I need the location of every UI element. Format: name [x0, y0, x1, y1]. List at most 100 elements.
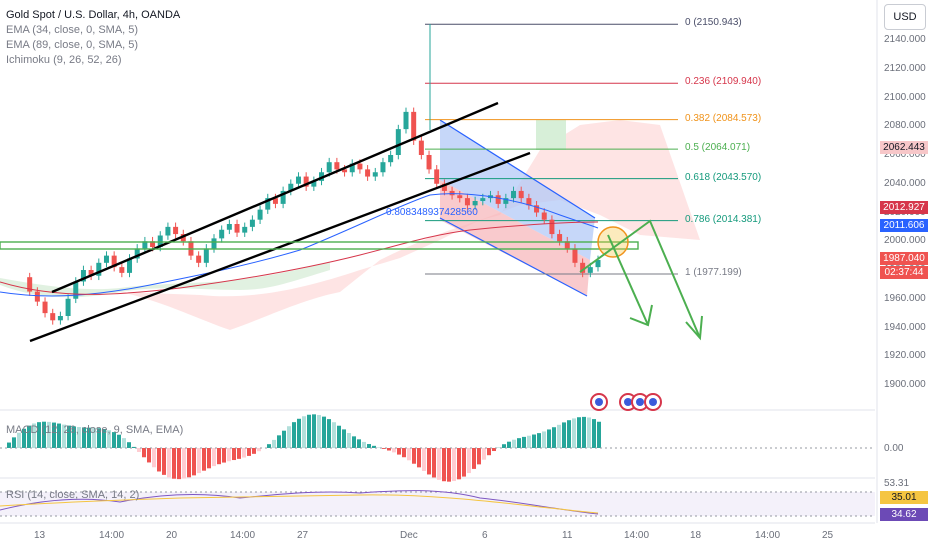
indicator-ema89[interactable]: EMA (89, close, 0, SMA, 5): [6, 39, 139, 51]
macd-bar: [517, 438, 521, 448]
time-tick-label: Dec: [400, 530, 418, 541]
arrow-head-icon: [629, 304, 653, 327]
candle-body: [534, 205, 540, 213]
candle-body: [42, 301, 48, 314]
macd-bar: [292, 422, 296, 448]
candle-body: [449, 190, 455, 196]
macd-bar: [397, 448, 401, 455]
macd-bar: [467, 448, 471, 474]
candle-body: [234, 224, 240, 233]
price-tick-label: 1960.000: [884, 292, 926, 304]
time-tick-label: 13: [34, 530, 46, 541]
macd-bar: [272, 439, 276, 448]
countdown-badge: 02:37:44: [880, 266, 928, 279]
candle-body: [511, 190, 517, 199]
channel-upper-fill: [440, 120, 595, 260]
fib-level-label: 0.236 (2109.940): [685, 76, 762, 88]
candle-body: [388, 155, 394, 163]
macd-bar: [202, 448, 206, 471]
candle-body: [249, 219, 255, 227]
candle-body: [103, 255, 109, 263]
candle-body: [426, 155, 432, 170]
macd-axis-zero: 0.00: [884, 443, 904, 454]
candle-body: [549, 219, 555, 235]
macd-bar: [72, 426, 76, 448]
candle-body: [587, 267, 593, 273]
us-flag-icon[interactable]: [644, 393, 662, 411]
macd-bar: [277, 435, 281, 448]
candle-body: [495, 195, 501, 204]
candle-body: [173, 226, 179, 235]
macd-bar: [252, 448, 256, 454]
macd-label[interactable]: MACD (12, 26, close, 9, SMA, EMA): [6, 424, 184, 436]
support-zone: [0, 241, 639, 250]
candle-body: [96, 262, 102, 276]
candle-body: [119, 267, 125, 273]
candle-body: [219, 229, 225, 239]
last-price-badge: 1987.040: [880, 252, 928, 265]
candle-body: [580, 262, 586, 273]
price-badge-2011: 2011.606: [880, 219, 928, 232]
fib-level-label: 0.618 (2043.570): [685, 171, 762, 183]
indicator-ichimoku[interactable]: Ichimoku (9, 26, 52, 26): [6, 54, 122, 66]
fib-level-label: 1 (1977.199): [685, 267, 742, 279]
rsi-label[interactable]: RSI (14, close, SMA, 14, 2): [6, 489, 140, 501]
ichimoku-cloud-red: [120, 120, 700, 330]
macd-bar: [417, 448, 421, 468]
macd-bar: [347, 432, 351, 448]
macd-bar: [367, 444, 371, 448]
macd-bar: [7, 442, 11, 448]
macd-bar: [307, 414, 311, 448]
macd-bar: [337, 425, 341, 448]
legend: Gold Spot / U.S. Dollar, 4h, OANDA EMA (…: [6, 8, 180, 68]
macd-bar: [567, 420, 571, 448]
macd-bar: [372, 445, 376, 448]
candle-body: [280, 190, 286, 204]
macd-bar: [327, 419, 331, 448]
fib-level-label: 0 (2150.943): [685, 17, 742, 29]
bullish-path-arrow: [579, 219, 701, 339]
candle-body: [242, 226, 248, 233]
candle-body: [526, 198, 532, 206]
indicator-ema34[interactable]: EMA (34, close, 0, SMA, 5): [6, 24, 139, 36]
price-badge-2012: 2012.927: [880, 201, 928, 214]
bearish-path-arrow: [607, 234, 649, 326]
candle-body: [326, 162, 332, 173]
macd-bar: [297, 418, 301, 448]
us-flag-icon[interactable]: [590, 393, 608, 411]
candle-body: [73, 281, 79, 299]
macd-bar: [147, 448, 151, 463]
price-tick-label: 1900.000: [884, 379, 926, 390]
candle-body: [595, 259, 601, 268]
price-tick-label: 2140.000: [884, 34, 926, 45]
macd-bar: [502, 444, 506, 448]
macd-bar: [167, 448, 171, 478]
candle-body: [150, 241, 156, 247]
candle-body: [34, 291, 40, 302]
macd-bar: [267, 444, 271, 448]
macd-bar: [12, 437, 16, 448]
candle-body: [349, 163, 355, 173]
candle-body: [380, 162, 386, 173]
macd-bar: [212, 448, 216, 467]
macd-bar: [522, 436, 526, 448]
macd-bar: [437, 448, 441, 480]
price-tick-label: 2120.000: [884, 62, 926, 74]
time-tick-label: 6: [482, 530, 488, 541]
macd-bar: [112, 432, 116, 448]
macd-bar: [47, 421, 51, 448]
macd-bar: [457, 448, 461, 480]
macd-bar: [242, 448, 246, 458]
fib-level-label: 0.786 (2014.381): [685, 213, 762, 225]
macd-bar: [497, 447, 501, 448]
ascending-channel-top: [51, 101, 499, 294]
candle-body: [311, 180, 317, 187]
price-tick-label: 2100.000: [884, 91, 926, 103]
macd-bar: [197, 448, 201, 474]
macd-bar: [227, 448, 231, 462]
currency-button[interactable]: USD: [884, 4, 926, 30]
macd-bar: [382, 448, 386, 449]
macd-bar: [27, 425, 31, 448]
macd-bar: [157, 448, 161, 472]
